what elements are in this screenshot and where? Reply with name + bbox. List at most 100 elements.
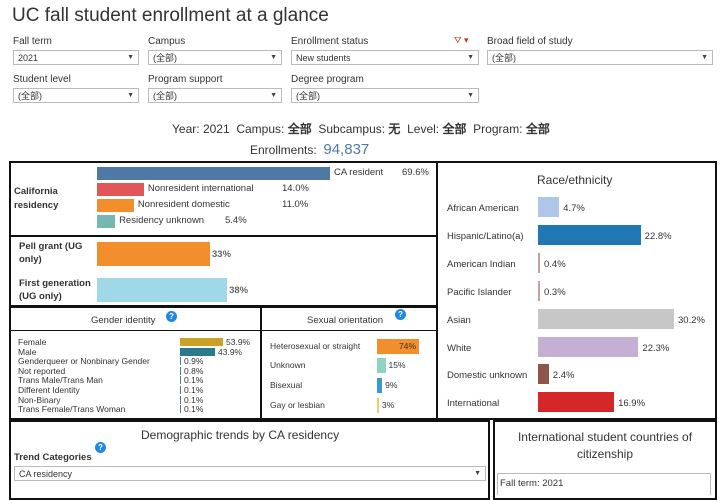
gender-value-label: 0.1% [184,375,204,386]
help-icon[interactable]: ? [166,311,177,322]
race-category-label: Pacific Islander [447,287,512,298]
degree-program-select[interactable]: (全部) ▼ [291,88,479,103]
orientation-value-label: 74% [399,341,417,351]
race-bar [538,392,615,412]
selection-summary: Year: 2021 Campus: 全部 Subcampus: 无 Level… [172,122,550,136]
enrollment-status-label: Enrollment status [291,36,369,47]
gender-value-label: 43.9% [218,346,243,357]
value-label: 38% [229,285,249,296]
degree-program-label: Degree program [291,74,364,85]
race-value-label: 22.3% [642,343,670,354]
divider [260,330,438,331]
orientation-category-label: Heterosexual or straight [270,341,361,351]
filter-clear-icon[interactable]: ⛛ ▾ [454,35,469,45]
race-bar [538,337,639,357]
race-title: Race/ethnicity [537,173,613,187]
race-panel [436,161,717,420]
race-value-label: 16.9% [618,398,646,409]
trends-title: Demographic trends by CA residency [141,428,340,442]
campus-label: Campus [148,36,186,47]
residency-category-label: Residency unknown [119,215,205,226]
bar [97,278,228,302]
race-category-label: Hispanic/Latino(a) [447,231,524,242]
race-category-label: Asian [447,315,471,326]
race-bar [538,309,674,329]
residency-category-label: Nonresident international [147,183,254,194]
orientation-category-label: Bisexual [270,380,303,390]
chevron-down-icon: ▼ [270,54,277,61]
help-icon[interactable]: ? [395,309,406,320]
chevron-down-icon: ▼ [474,470,481,477]
race-value-label: 2.4% [552,370,575,381]
enrollments-total: Enrollments: 94,837 [250,141,370,158]
gender-bar [180,405,181,414]
gender-category-label: Trans Female/Trans Woman [18,404,126,415]
value-label: 33% [212,249,232,260]
gender-bar [180,395,181,404]
student-level-label: Student level [13,74,71,85]
race-bar [538,364,549,384]
help-icon[interactable]: ? [95,442,106,453]
enrollment-status-select[interactable]: New students ▼ [291,50,479,65]
campus-select[interactable]: (全部) ▼ [148,50,282,65]
residency-bar [97,215,116,228]
orientation-title: Sexual orientation [307,315,384,326]
gender-bar [180,366,181,375]
chevron-down-icon: ▼ [701,54,708,61]
divider [9,330,262,331]
countries-table [497,473,711,495]
race-category-label: African American [447,203,519,214]
race-value-label: 22.8% [644,231,672,242]
bar [97,242,210,266]
countries-title: International student countries of citiz… [517,430,693,461]
residency-bar [97,167,330,180]
race-bar [538,253,540,273]
gender-category-label: Female [18,337,47,347]
pell-label: Pell grant (UG only) [19,241,83,265]
gender-category-label: Not reported [18,365,66,376]
program-support-select[interactable]: (全部) ▼ [148,88,282,103]
gender-value-label: 0.1% [184,394,204,405]
gender-category-label: Male [18,346,37,357]
chevron-down-icon: ▼ [127,54,134,61]
chevron-down-icon: ▼ [467,92,474,99]
gender-bar [180,357,181,366]
gender-category-label: Non-Binary [18,394,61,405]
gender-bar [180,347,216,356]
orientation-value-label: 9% [385,380,398,390]
gender-value-label: 0.9% [184,356,204,367]
firstgen-label: First generation (UG only) [19,278,91,302]
orientation-bar [377,378,383,393]
residency-value-label: 69.6% [402,167,429,178]
orientation-bar [377,398,379,413]
gender-category-label: Different Identity [18,385,80,395]
orientation-bar [377,358,386,373]
chevron-down-icon: ▼ [467,54,474,61]
race-bar [538,197,560,217]
field-of-study-select[interactable]: (全部) ▼ [487,50,713,65]
student-level-select[interactable]: (全部) ▼ [13,88,139,103]
residency-bar [97,183,144,196]
page-title: UC fall student enrollment at a glance [12,5,329,26]
trend-categories-select[interactable]: CA residency ▼ [14,466,486,481]
residency-value-label: 11.0% [282,199,309,210]
fall-term-label: Fall term [13,36,52,47]
gender-value-label: 0.1% [184,404,204,415]
orientation-bar [377,339,419,354]
race-category-label: Domestic unknown [447,370,528,381]
fall-term-select[interactable]: 2021 ▼ [13,50,139,65]
residency-category-label: CA resident [334,167,384,178]
residency-value-label: 5.4% [225,215,247,226]
field-of-study-label: Broad field of study [487,36,573,47]
race-bar [538,225,641,245]
gender-bar [180,376,181,385]
chevron-down-icon: ▼ [270,92,277,99]
orientation-category-label: Gay or lesbian [270,400,325,410]
orientation-value-label: 15% [388,360,406,370]
race-category-label: American Indian [447,259,516,270]
gender-value-label: 53.9% [226,337,251,347]
orientation-value-label: 3% [382,400,395,410]
race-category-label: International [447,398,500,409]
race-value-label: 0.3% [544,287,566,298]
gender-category-label: Trans Male/Trans Man [18,375,103,386]
